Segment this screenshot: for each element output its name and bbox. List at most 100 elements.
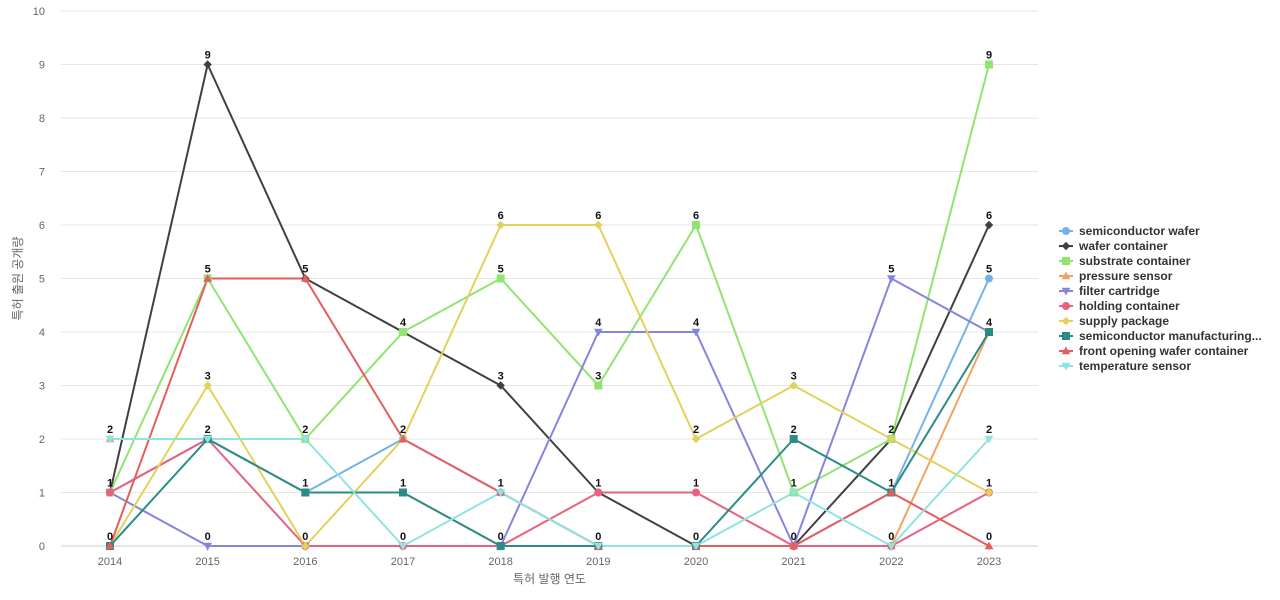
legend-item[interactable]: front opening wafer container	[1059, 344, 1249, 358]
data-point	[691, 542, 701, 551]
legend-item[interactable]: pressure sensor	[1059, 269, 1173, 283]
data-label: 2	[693, 424, 699, 436]
data-label: 0	[498, 531, 504, 543]
data-label: 1	[107, 478, 113, 490]
legend-marker	[1062, 257, 1070, 265]
data-point	[789, 435, 798, 443]
legend-label: semiconductor manufacturing...	[1079, 329, 1262, 343]
data-point	[691, 328, 701, 337]
series-line	[109, 331, 990, 547]
legend-label: supply package	[1079, 314, 1169, 328]
data-point	[105, 541, 115, 550]
data-point	[887, 434, 896, 444]
data-label: 4	[400, 317, 407, 329]
data-point	[593, 328, 603, 337]
legend-marker	[1061, 362, 1071, 371]
legend-label: temperature sensor	[1079, 359, 1191, 373]
data-point	[203, 435, 213, 444]
y-tick-label: 5	[39, 274, 45, 286]
data-point	[789, 489, 799, 498]
series-lines	[109, 63, 990, 547]
legend-marker	[1061, 346, 1071, 355]
data-point	[594, 488, 603, 497]
data-point	[105, 435, 115, 444]
data-label: 2	[205, 424, 211, 436]
x-axis-title: 특허 발행 연도	[513, 571, 586, 586]
data-point	[300, 435, 310, 444]
data-label: 6	[693, 210, 699, 222]
x-tick-label: 2014	[98, 556, 122, 568]
legend-label: pressure sensor	[1079, 269, 1173, 283]
y-tick-label: 3	[39, 381, 45, 393]
x-tick-label: 2018	[488, 556, 512, 568]
data-point	[692, 221, 700, 229]
data-label: 6	[595, 210, 601, 222]
data-label: 1	[400, 478, 406, 490]
data-label: 4	[693, 317, 700, 329]
data-label: 1	[498, 478, 504, 490]
legend-label: holding container	[1079, 299, 1180, 313]
x-tick-label: 2023	[977, 556, 1001, 568]
data-point	[985, 328, 993, 336]
data-label: 6	[498, 210, 504, 222]
data-label: 0	[400, 531, 406, 543]
data-label: 3	[791, 371, 797, 383]
legend-label: semiconductor wafer	[1079, 224, 1200, 238]
series-line	[110, 438, 990, 547]
data-label: 2	[888, 424, 894, 436]
data-label: 9	[986, 50, 992, 62]
legend-item[interactable]: filter cartridge	[1059, 284, 1160, 298]
data-label: 0	[791, 531, 797, 543]
series-line	[109, 277, 990, 547]
data-point	[203, 381, 212, 390]
data-point	[399, 488, 407, 497]
data-label: 1	[302, 478, 308, 490]
data-label: 1	[693, 478, 699, 490]
data-label: 5	[205, 264, 211, 276]
data-points	[105, 60, 994, 551]
data-point	[203, 60, 212, 69]
data-point	[985, 60, 993, 69]
legend-marker	[1062, 302, 1070, 310]
y-tick-label: 8	[39, 113, 45, 125]
data-label: 3	[205, 371, 211, 383]
data-label: 6	[986, 210, 992, 222]
legend-item[interactable]: semiconductor manufacturing...	[1059, 329, 1262, 343]
data-point	[496, 542, 505, 550]
data-point	[594, 220, 603, 230]
legend-item[interactable]: wafer container	[1059, 239, 1168, 253]
data-label: 0	[107, 531, 113, 543]
data-label: 5	[888, 264, 894, 276]
x-tick-label: 2016	[293, 556, 317, 568]
data-point	[496, 274, 505, 283]
x-tick-label: 2015	[195, 556, 219, 568]
data-label: 5	[986, 264, 992, 276]
legend-item[interactable]: supply package	[1059, 314, 1169, 328]
legend-marker	[1061, 316, 1071, 326]
legend-item[interactable]: substrate container	[1059, 254, 1191, 268]
data-point	[594, 381, 603, 390]
y-tick-label: 7	[39, 167, 45, 179]
data-point	[203, 273, 213, 282]
legend-marker	[1061, 287, 1071, 296]
y-tick-label: 9	[39, 60, 45, 72]
data-point	[399, 328, 407, 336]
data-label: 9	[205, 50, 211, 62]
y-tick-label: 10	[33, 6, 45, 18]
data-point	[301, 541, 310, 551]
legend-label: front opening wafer container	[1079, 344, 1249, 358]
legend-marker	[1061, 241, 1071, 251]
data-labels: 2 1 0 9 5 3 2 0 5 2 1 0 4 2 1 0 6 5 3 1 0 6 4 3 1 0 6 4 2 1 0 3 2 1 0 5 2 1 0 9…	[107, 50, 993, 544]
data-point	[301, 488, 310, 497]
legend-item[interactable]: semiconductor wafer	[1059, 224, 1200, 238]
series-line	[109, 277, 990, 547]
data-label: 3	[595, 371, 601, 383]
data-label: 2	[302, 424, 308, 436]
data-point	[203, 542, 213, 551]
legend-item[interactable]: holding container	[1059, 299, 1180, 313]
legend-marker	[1061, 271, 1071, 280]
data-point	[789, 541, 799, 550]
legend-item[interactable]: temperature sensor	[1059, 359, 1191, 373]
